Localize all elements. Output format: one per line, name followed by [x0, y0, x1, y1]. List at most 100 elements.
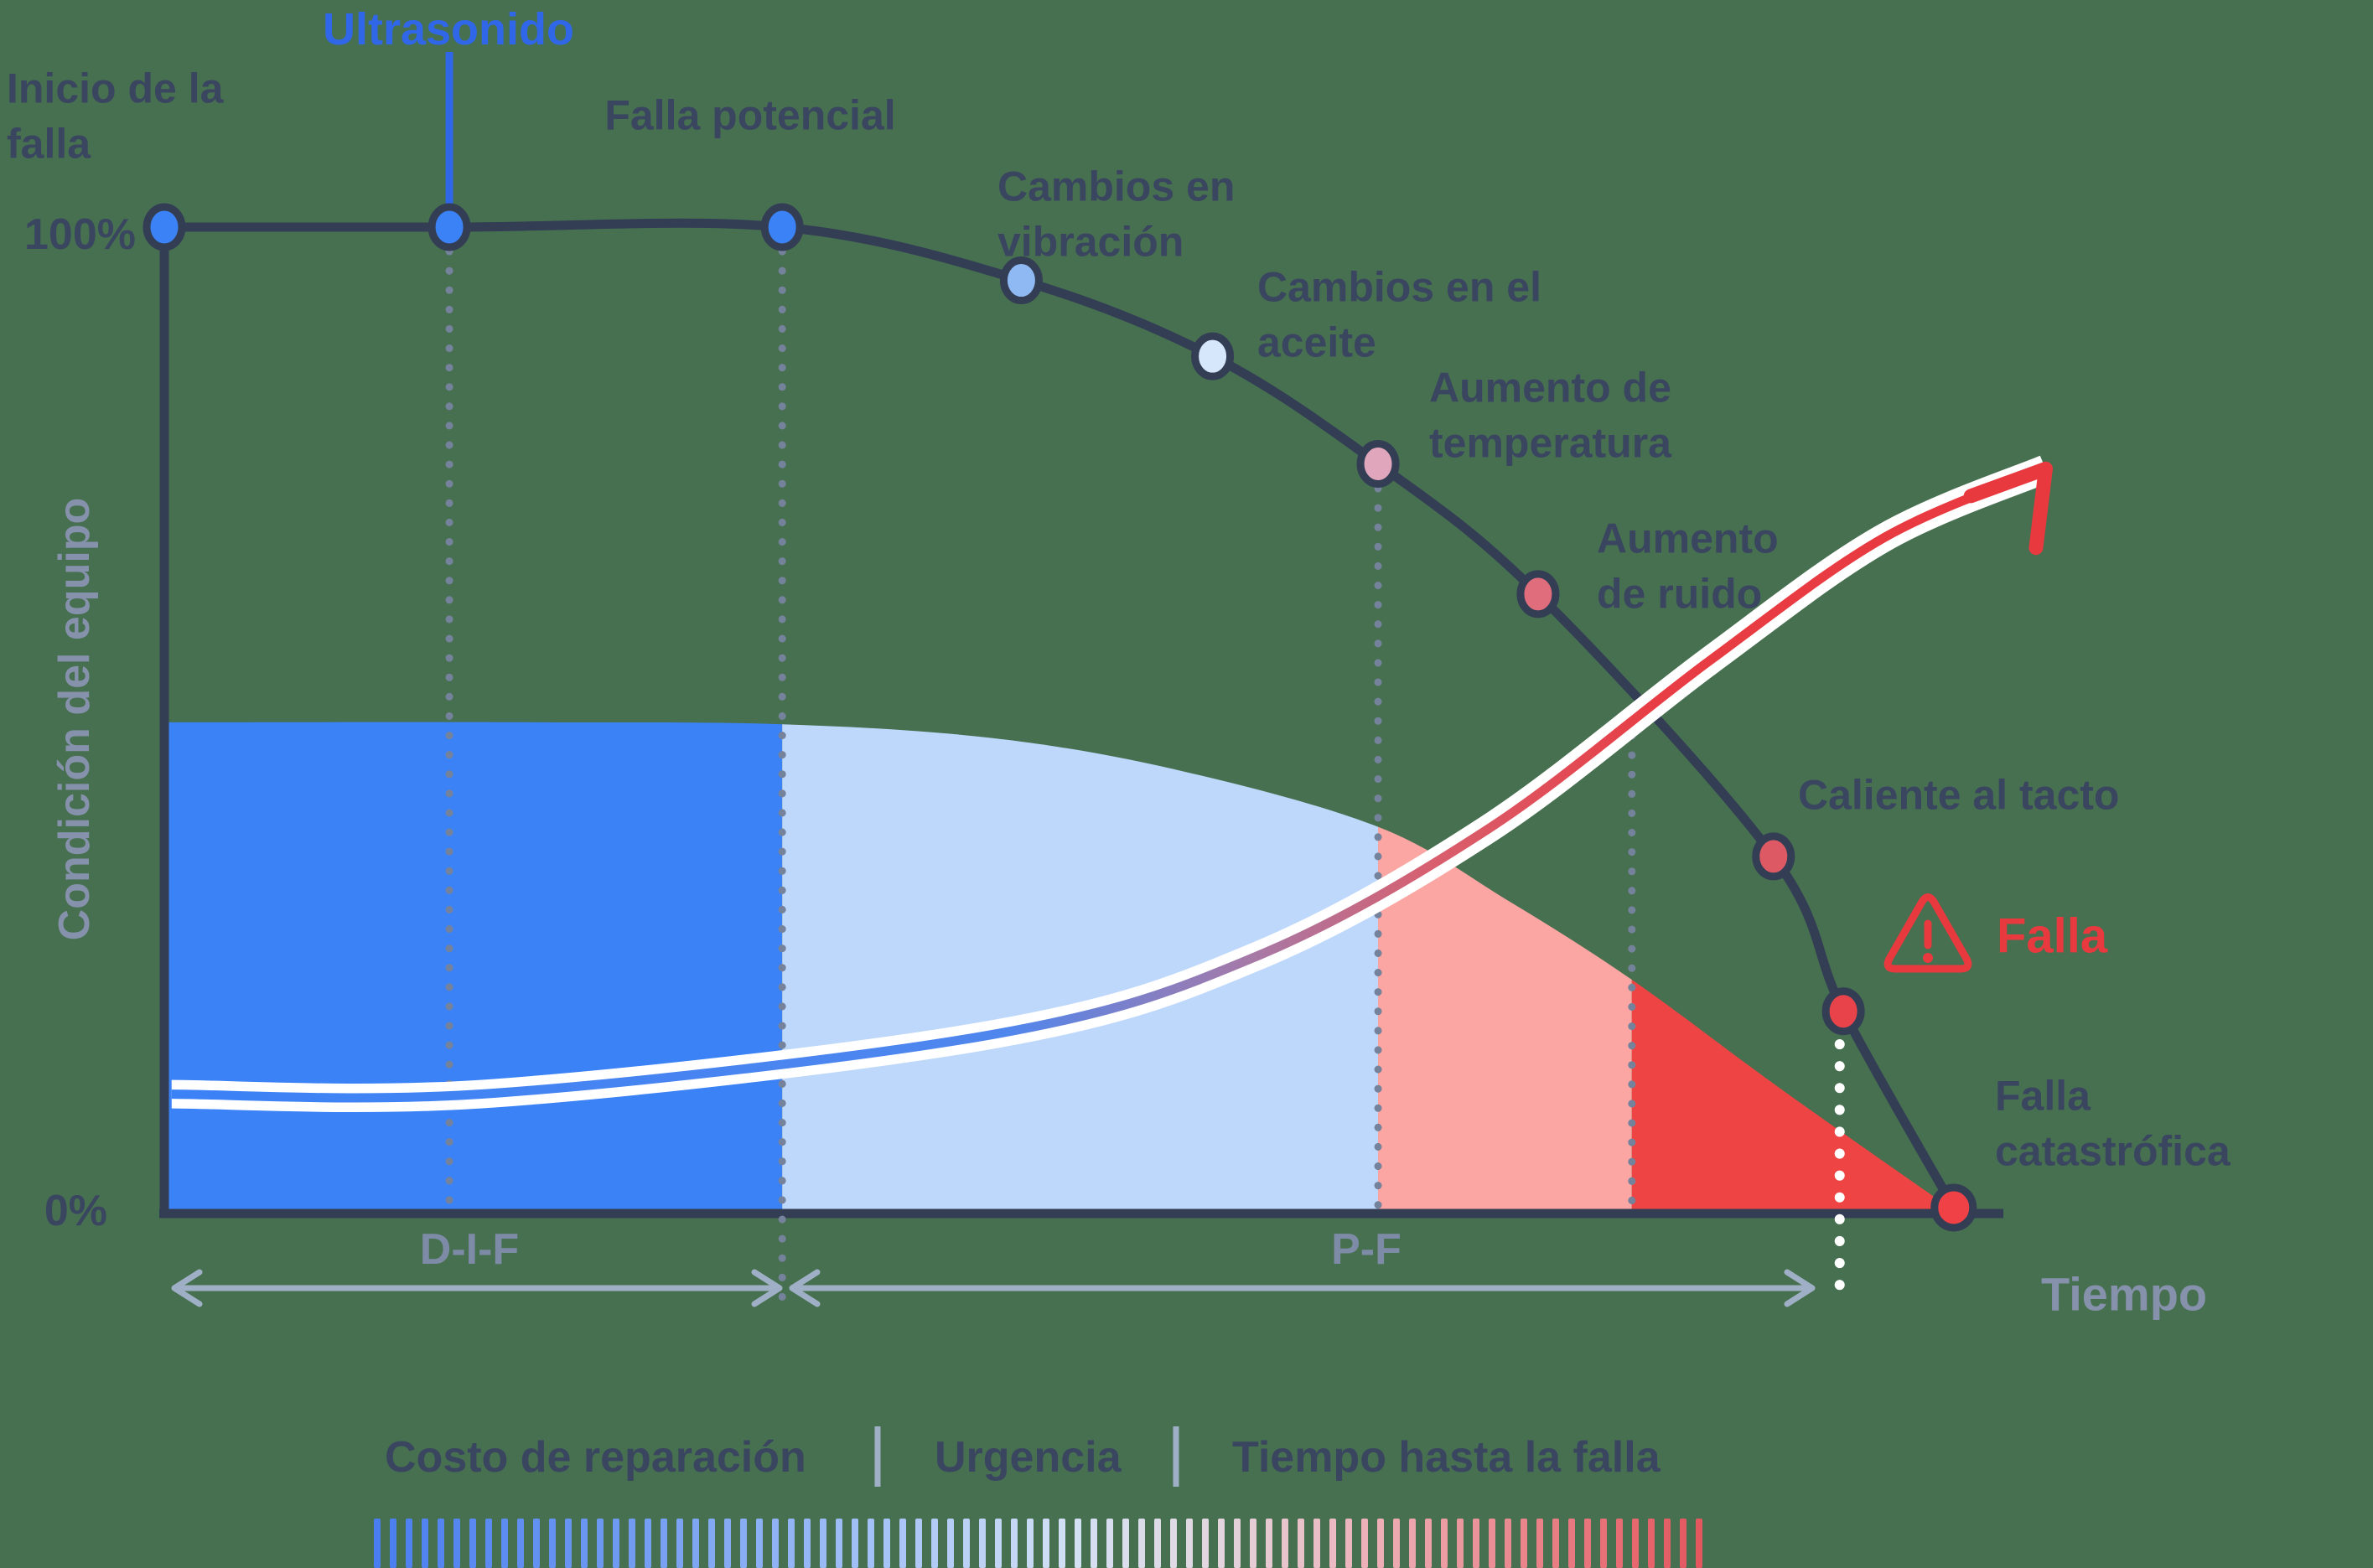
legend-gradient-stripe — [1122, 1519, 1129, 1568]
zona-pf-temprana — [782, 724, 1379, 1214]
annotation-label: temperatura — [1429, 420, 1672, 467]
cost-arrow — [171, 455, 2053, 1112]
warning-exclamation-dot — [1923, 953, 1933, 963]
legend-gradient-stripe — [1552, 1519, 1559, 1568]
warning-triangle-outline — [1883, 893, 1972, 973]
annotation-label: Caliente al tacto — [1798, 772, 2119, 819]
legend-gradient-stripe — [565, 1519, 572, 1568]
legend-gradient-stripe — [517, 1519, 524, 1568]
legend-gradient-stripe — [438, 1519, 444, 1568]
legend-gradient-stripe — [390, 1519, 396, 1568]
annotation-label: Falla — [1997, 908, 2108, 963]
legend-gradient-stripe — [533, 1519, 540, 1568]
legend-gradient-stripe — [915, 1519, 922, 1568]
annotation-label: Aumento — [1597, 515, 1779, 562]
legend-gradient-stripe — [1584, 1519, 1591, 1568]
range-label: D-I-F — [420, 1225, 519, 1274]
legend-gradient-stripe — [772, 1519, 779, 1568]
annotation-label: Ultrasonido — [323, 4, 574, 54]
y-axis-title: Condición del equipo — [50, 498, 99, 941]
annotation-label: 0% — [44, 1187, 107, 1235]
legend-item-label: Urgencia — [935, 1433, 1122, 1482]
legend-gradient-stripe — [1409, 1519, 1416, 1568]
legend-gradient-stripe — [899, 1519, 906, 1568]
legend-gradient-stripe — [1106, 1519, 1113, 1568]
legend-gradient-stripe — [1361, 1519, 1368, 1568]
legend-gradient-stripe — [979, 1519, 986, 1568]
annotation-label: Aumento de — [1429, 365, 1671, 411]
curve-point-dot — [142, 203, 186, 251]
legend-gradient-stripe — [1218, 1519, 1225, 1568]
warning-triangle-icon — [1883, 893, 1972, 973]
curve-point-dot — [1191, 332, 1235, 380]
annotation-label: Cambios en — [997, 163, 1235, 210]
annotation-label: de ruido — [1597, 571, 1762, 618]
legend-gradient-stripe — [1329, 1519, 1336, 1568]
legend-gradient-stripe — [836, 1519, 842, 1568]
legend-gradient-stripe — [1202, 1519, 1209, 1568]
legend-gradient-stripe — [1043, 1519, 1049, 1568]
arrowhead-icon — [1784, 1269, 1816, 1307]
cost-arrow-core — [171, 464, 2048, 1103]
curve-point-dot — [760, 203, 804, 251]
legend-gradient-stripe — [1505, 1519, 1511, 1568]
legend-gradient-stripe — [581, 1519, 588, 1568]
legend-gradient-stripe — [1282, 1519, 1288, 1568]
legend-gradient-stripe — [549, 1519, 556, 1568]
legend-gradient-stripe — [724, 1519, 731, 1568]
annotation-label: Cambios en el — [1257, 264, 1541, 311]
legend-item-label: Tiempo hasta la falla — [1232, 1433, 1661, 1482]
curve-point-dot — [1356, 439, 1400, 488]
annotation-label: Falla potencial — [604, 92, 895, 139]
legend-gradient-stripe — [708, 1519, 715, 1568]
legend-gradient-stripe — [453, 1519, 460, 1568]
annotation-label: Inicio de la — [7, 65, 225, 112]
legend-gradient-stripe — [422, 1519, 428, 1568]
cost-arrowhead-icon — [1963, 461, 2053, 504]
legend-gradient-stripe — [1266, 1519, 1272, 1568]
legend-gradient-stripe — [1027, 1519, 1034, 1568]
annotation-label: Falla — [1995, 1073, 2091, 1120]
annotation-label: catastrófica — [1995, 1128, 2231, 1175]
legend-gradient-stripe — [469, 1519, 476, 1568]
legend-gradient-stripe — [1011, 1519, 1018, 1568]
legend-gradient-stripe — [1377, 1519, 1384, 1568]
legend-gradient-stripe — [1345, 1519, 1352, 1568]
axes — [159, 222, 2003, 1219]
legend-gradient-stripe — [1664, 1519, 1671, 1568]
legend-gradient-stripe — [995, 1519, 1002, 1568]
legend-gradient-stripe — [1059, 1519, 1065, 1568]
legend-gradient-stripe — [1441, 1519, 1448, 1568]
curve-points — [142, 203, 1977, 1232]
legend-gradient-stripe — [1186, 1519, 1193, 1568]
arrowhead-icon — [751, 1269, 783, 1307]
legend-gradient-stripe — [1154, 1519, 1161, 1568]
legend-gradient-stripe — [692, 1519, 699, 1568]
legend-gradient-stripe — [1313, 1519, 1320, 1568]
legend-gradient-stripe — [1393, 1519, 1400, 1568]
legend-gradient-stripe — [485, 1519, 492, 1568]
annotation-label: 100% — [24, 210, 136, 259]
legend-gradient-stripe — [756, 1519, 763, 1568]
range-label: P-F — [1331, 1225, 1402, 1274]
legend-gradient-stripe — [1457, 1519, 1464, 1568]
legend-gradient-stripe — [1536, 1519, 1543, 1568]
annotation-label: falla — [7, 121, 91, 168]
annotation-label: vibración — [997, 219, 1184, 266]
legend-gradient-stripe — [740, 1519, 747, 1568]
legend-gradient-stripe — [1616, 1519, 1623, 1568]
legend: Costo de reparación Urgencia Tiempo hasta … — [374, 1426, 1702, 1568]
legend-item-label: Costo de reparación — [385, 1433, 806, 1482]
legend-gradient-stripe — [1696, 1519, 1702, 1568]
legend-gradient-stripe — [374, 1519, 381, 1568]
curve-point-dot — [999, 256, 1043, 305]
legend-gradient-stripe — [597, 1519, 604, 1568]
legend-gradient-stripe — [931, 1519, 938, 1568]
legend-gradient-stripe — [883, 1519, 890, 1568]
curve-point-dot — [1930, 1183, 1977, 1232]
legend-gradient-stripe — [1091, 1519, 1097, 1568]
legend-gradient-stripe — [1425, 1519, 1432, 1568]
legend-gradient-stripe — [1298, 1519, 1304, 1568]
